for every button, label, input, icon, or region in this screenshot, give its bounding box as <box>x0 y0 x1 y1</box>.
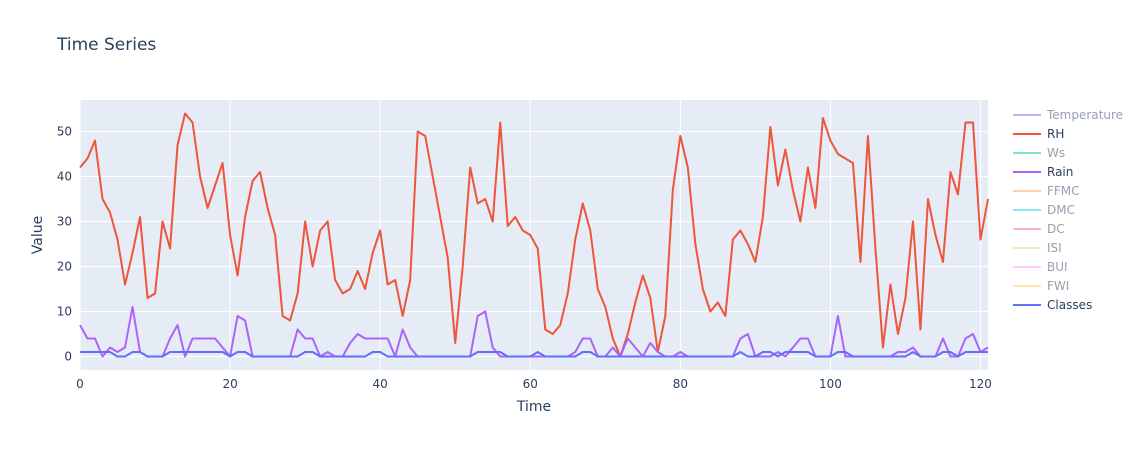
y-tick-label: 30 <box>57 215 72 229</box>
y-tick-label: 50 <box>57 125 72 139</box>
series-line-classes <box>80 351 988 358</box>
legend-item-dmc[interactable]: DMC <box>1013 203 1075 217</box>
y-tick-label: 40 <box>57 170 72 184</box>
legend-item-rh[interactable]: RH <box>1013 127 1064 141</box>
x-tick-label: 120 <box>969 377 992 391</box>
legend-item-ffmc[interactable]: FFMC <box>1013 184 1080 198</box>
legend-item-classes[interactable]: Classes <box>1013 298 1092 312</box>
series-line-rh <box>79 112 989 358</box>
legend-item-fwi[interactable]: FWI <box>1013 279 1069 293</box>
x-tick-label: 60 <box>523 377 538 391</box>
legend-label: ISI <box>1047 241 1062 255</box>
x-axis-ticks: 0 20 40 60 80 100 120 <box>76 377 992 391</box>
x-axis-title: Time <box>516 399 551 415</box>
x-tick-label: 40 <box>373 377 388 391</box>
legend-label: FFMC <box>1047 184 1080 198</box>
legend-label: Temperature <box>1046 108 1123 122</box>
legend-label: Ws <box>1047 146 1065 160</box>
legend-item-dc[interactable]: DC <box>1013 222 1065 236</box>
y-tick-label: 20 <box>57 260 72 274</box>
y-tick-label: 0 <box>64 350 72 364</box>
chart-title: Time Series <box>56 35 156 55</box>
legend-label: RH <box>1047 127 1064 141</box>
plot-area <box>80 100 988 370</box>
y-tick-label: 10 <box>57 305 72 319</box>
series-lines <box>79 112 989 358</box>
legend-label: DC <box>1047 222 1065 236</box>
legend: Temperature RH Ws Rain FFMC DMC DC ISI BUI FWI Cla… <box>1013 108 1123 312</box>
y-axis-ticks: 0 10 20 30 40 50 <box>57 125 72 364</box>
legend-label: BUI <box>1047 260 1068 274</box>
grid-lines <box>79 100 988 370</box>
legend-label: FWI <box>1047 279 1069 293</box>
legend-label: Rain <box>1047 165 1073 179</box>
legend-label: DMC <box>1047 203 1075 217</box>
series-line-rain <box>79 306 989 358</box>
x-tick-label: 80 <box>673 377 688 391</box>
legend-label: Classes <box>1047 298 1092 312</box>
y-axis-title: Value <box>30 216 46 254</box>
x-tick-label: 0 <box>76 377 84 391</box>
legend-item-bui[interactable]: BUI <box>1013 260 1068 274</box>
legend-item-isi[interactable]: ISI <box>1013 241 1062 255</box>
x-tick-label: 100 <box>819 377 842 391</box>
legend-item-rain[interactable]: Rain <box>1013 165 1073 179</box>
x-tick-label: 20 <box>222 377 237 391</box>
legend-item-temperature[interactable]: Temperature <box>1013 108 1123 122</box>
legend-item-ws[interactable]: Ws <box>1013 146 1065 160</box>
